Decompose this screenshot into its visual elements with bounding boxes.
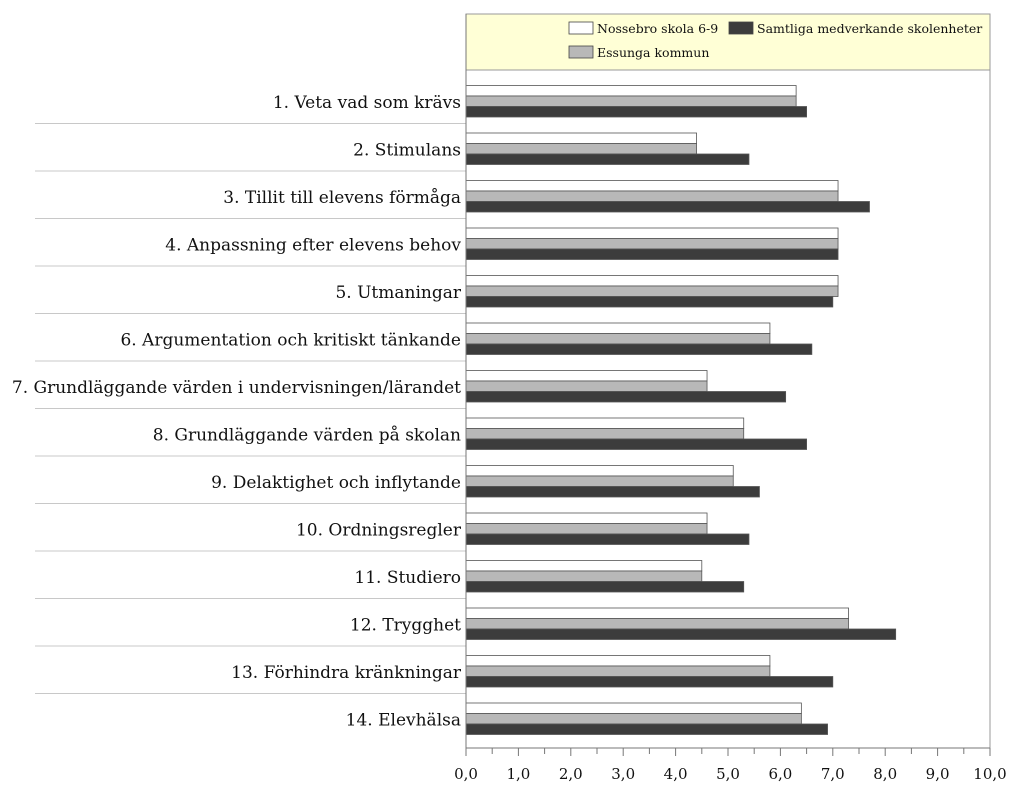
bar [465,285,839,297]
category-label: 12. Trygghet [350,616,461,636]
bar [465,333,771,345]
bar [465,570,703,582]
category-label: 2. Stimulans [353,141,461,161]
legend-swatch [568,21,594,35]
bar [465,85,797,97]
category-label: 14. Elevhälsa [346,711,461,731]
legend-label: Nossebro skola 6-9 [597,21,718,36]
bar [465,227,839,239]
bar [465,702,802,714]
bar [465,465,734,477]
x-tick-label: 2,0 [559,765,583,783]
bar [465,523,708,535]
bar [465,560,703,572]
bar [465,370,708,382]
bar [465,512,708,524]
bar [465,438,808,450]
bar [465,417,745,429]
x-tick-label: 8,0 [873,765,897,783]
bar [465,628,897,640]
bar [465,248,839,260]
x-tick-label: 10,0 [973,765,1006,783]
x-tick-label: 4,0 [664,765,688,783]
legend-box [465,13,991,71]
bar [465,106,808,118]
category-label: 1. Veta vad som krävs [273,93,461,113]
x-tick-label: 0,0 [454,765,478,783]
bar [465,201,870,213]
category-label: 3. Tillit till elevens förmåga [223,188,461,208]
bar [465,428,745,440]
bar [465,95,797,107]
bar [465,132,697,144]
bar [465,238,839,250]
category-label: 8. Grundläggande värden på skolan [153,426,461,446]
legend-label: Samtliga medverkande skolenheter [757,21,982,36]
category-label: 7. Grundläggande värden i undervisningen… [12,378,461,398]
legend-label: Essunga kommun [597,45,709,60]
bar [465,486,760,498]
bar [465,533,750,545]
category-label: 10. Ordningsregler [296,521,462,541]
category-label: 9. Delaktighet och inflytande [211,473,461,493]
bar [465,676,834,688]
bar [465,665,771,677]
bar [465,391,787,403]
bar [465,581,745,593]
legend-swatch [728,21,754,35]
bar [465,655,771,667]
x-tick-label: 5,0 [716,765,740,783]
bar [465,153,750,165]
bar [465,180,839,192]
category-label: 5. Utmaningar [335,283,461,303]
x-tick-label: 7,0 [821,765,845,783]
bar [465,475,734,487]
bar [465,618,849,630]
bar [465,143,697,155]
bar [465,713,802,725]
x-tick-label: 3,0 [611,765,635,783]
bar [465,322,771,334]
bar [465,380,708,392]
category-label: 6. Argumentation och kritiskt tänkande [120,331,461,351]
bar [465,275,839,287]
category-label: 4. Anpassning efter elevens behov [165,236,461,256]
bar [465,607,849,619]
bar [465,190,839,202]
x-tick-label: 1,0 [506,765,530,783]
bar [465,343,813,355]
x-tick-label: 9,0 [926,765,950,783]
legend-swatch [568,45,594,59]
x-tick-label: 6,0 [768,765,792,783]
bar [465,296,834,308]
category-label: 11. Studiero [354,568,461,588]
bar [465,723,828,735]
category-label: 13. Förhindra kränkningar [231,663,462,683]
